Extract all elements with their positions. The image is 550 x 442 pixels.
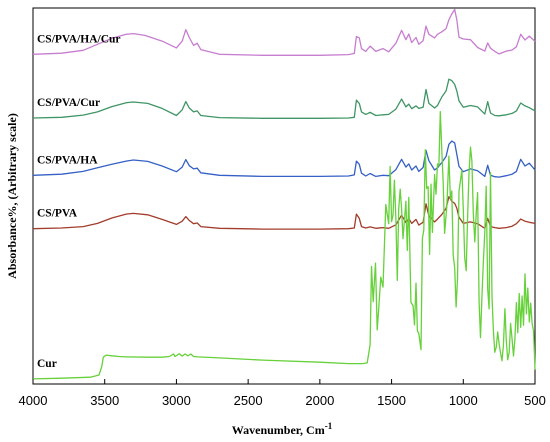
x-axis-title: Wavenumber, Cm-1 xyxy=(232,421,333,437)
x-tick-label: 2000 xyxy=(305,393,334,408)
x-tick-label: 1000 xyxy=(449,393,478,408)
x-axis-ticks: 4000 3500 3000 2500 2000 1500 1000 500 xyxy=(19,379,546,408)
x-tick-label: 2500 xyxy=(234,393,263,408)
plot-frame xyxy=(32,7,536,385)
x-tick-label: 1500 xyxy=(377,393,406,408)
series-line-cs-pva-ha-cur xyxy=(32,8,536,56)
series-label: Cur xyxy=(37,358,57,370)
x-tick-label: 500 xyxy=(524,393,546,408)
series-line-cs-pva-ha xyxy=(32,140,536,178)
x-tick-label: 3500 xyxy=(90,393,119,408)
series-line-cs-pva xyxy=(32,196,536,230)
series-line-cs-pva-cur xyxy=(32,78,536,119)
x-tick-label: 3000 xyxy=(162,393,191,408)
series-line-cur xyxy=(32,110,536,380)
series-layer xyxy=(32,8,536,380)
series-label: CS/PVA/Cur xyxy=(37,97,100,109)
x-tick-label: 4000 xyxy=(19,393,48,408)
series-label: CS/PVA/HA xyxy=(37,154,98,166)
series-label: CS/PVA xyxy=(37,208,78,220)
series-label-layer: CS/PVA/HA/Cur CS/PVA/Cur CS/PVA/HA CS/PVA Cu… xyxy=(37,33,121,370)
y-axis-title: Absorbance%, (Arbitrary scale) xyxy=(5,113,19,279)
series-label: CS/PVA/HA/Cur xyxy=(37,33,121,45)
